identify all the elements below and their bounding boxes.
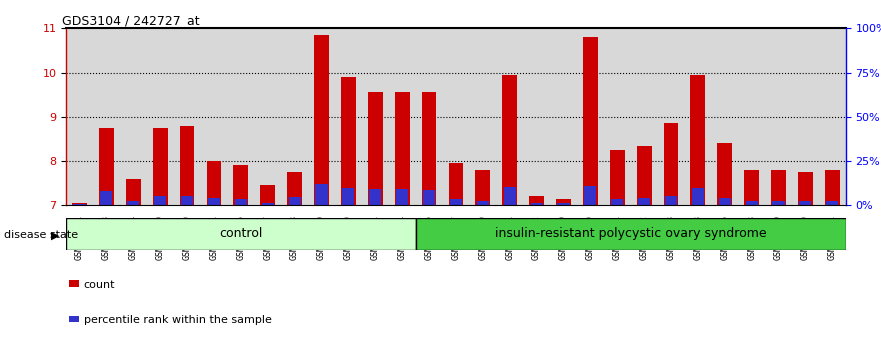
Bar <box>825 170 840 205</box>
Text: insulin-resistant polycystic ovary syndrome: insulin-resistant polycystic ovary syndr… <box>495 227 766 240</box>
Bar <box>174 28 201 205</box>
Bar <box>529 196 544 205</box>
Bar <box>99 128 114 205</box>
Text: GDS3104 / 242727_at: GDS3104 / 242727_at <box>63 14 200 27</box>
Bar <box>556 199 571 205</box>
Text: count: count <box>84 280 115 290</box>
Bar <box>416 218 846 250</box>
Bar <box>154 196 167 205</box>
Bar <box>389 28 416 205</box>
Bar <box>450 199 462 205</box>
Bar <box>368 92 382 205</box>
Bar <box>550 28 577 205</box>
Bar <box>335 28 362 205</box>
Bar <box>201 28 227 205</box>
Bar <box>496 28 523 205</box>
Bar <box>287 172 302 205</box>
Bar <box>66 218 416 250</box>
Bar <box>260 185 275 205</box>
Bar <box>773 201 785 205</box>
Bar <box>584 186 596 205</box>
Bar <box>792 28 818 205</box>
Bar <box>663 124 678 205</box>
Bar <box>126 179 141 205</box>
Text: percentile rank within the sample: percentile rank within the sample <box>84 315 271 325</box>
Bar <box>255 28 281 205</box>
Bar <box>341 77 356 205</box>
Text: disease state: disease state <box>4 230 78 240</box>
Bar <box>289 198 300 205</box>
Text: control: control <box>219 227 263 240</box>
Bar <box>93 28 120 205</box>
Bar <box>281 28 308 205</box>
Bar <box>685 28 711 205</box>
Bar <box>558 202 569 205</box>
Bar <box>638 198 650 205</box>
Bar <box>396 189 408 205</box>
Bar <box>72 203 87 205</box>
Bar <box>738 28 765 205</box>
Bar <box>717 143 732 205</box>
Bar <box>583 37 597 205</box>
Bar <box>395 92 410 205</box>
Bar <box>422 92 436 205</box>
Bar <box>448 163 463 205</box>
Bar <box>611 199 623 205</box>
Bar <box>711 28 738 205</box>
Bar <box>470 28 496 205</box>
Bar <box>262 202 274 205</box>
Bar <box>523 28 550 205</box>
Bar <box>315 184 328 205</box>
Bar <box>530 202 543 205</box>
Bar <box>603 28 631 205</box>
Bar <box>502 75 517 205</box>
Bar <box>233 166 248 205</box>
Bar <box>719 198 731 205</box>
Bar <box>818 28 846 205</box>
Bar <box>691 75 706 205</box>
Bar <box>657 28 685 205</box>
Bar <box>745 201 758 205</box>
Bar <box>416 28 442 205</box>
Bar <box>504 187 515 205</box>
Bar <box>799 201 811 205</box>
Bar <box>369 189 381 205</box>
Bar <box>100 191 113 205</box>
Bar <box>637 145 652 205</box>
Bar <box>665 195 677 205</box>
Bar <box>362 28 389 205</box>
Bar <box>66 28 93 205</box>
Text: ▶: ▶ <box>51 230 60 240</box>
Bar <box>631 28 657 205</box>
Bar <box>147 28 174 205</box>
Bar <box>423 190 435 205</box>
Bar <box>577 28 603 205</box>
Bar <box>765 28 792 205</box>
Bar <box>692 188 704 205</box>
Bar <box>127 201 139 205</box>
Bar <box>181 195 193 205</box>
Bar <box>476 170 490 205</box>
Bar <box>234 199 247 205</box>
Bar <box>744 170 759 205</box>
Bar <box>442 28 470 205</box>
Bar <box>343 188 354 205</box>
Bar <box>826 201 839 205</box>
Bar <box>208 198 220 205</box>
Bar <box>120 28 147 205</box>
Bar <box>315 35 329 205</box>
Bar <box>771 170 786 205</box>
Bar <box>206 161 221 205</box>
Bar <box>227 28 255 205</box>
Bar <box>798 172 813 205</box>
Bar <box>308 28 335 205</box>
Bar <box>477 201 489 205</box>
Bar <box>152 128 167 205</box>
Bar <box>180 126 195 205</box>
Bar <box>610 150 625 205</box>
